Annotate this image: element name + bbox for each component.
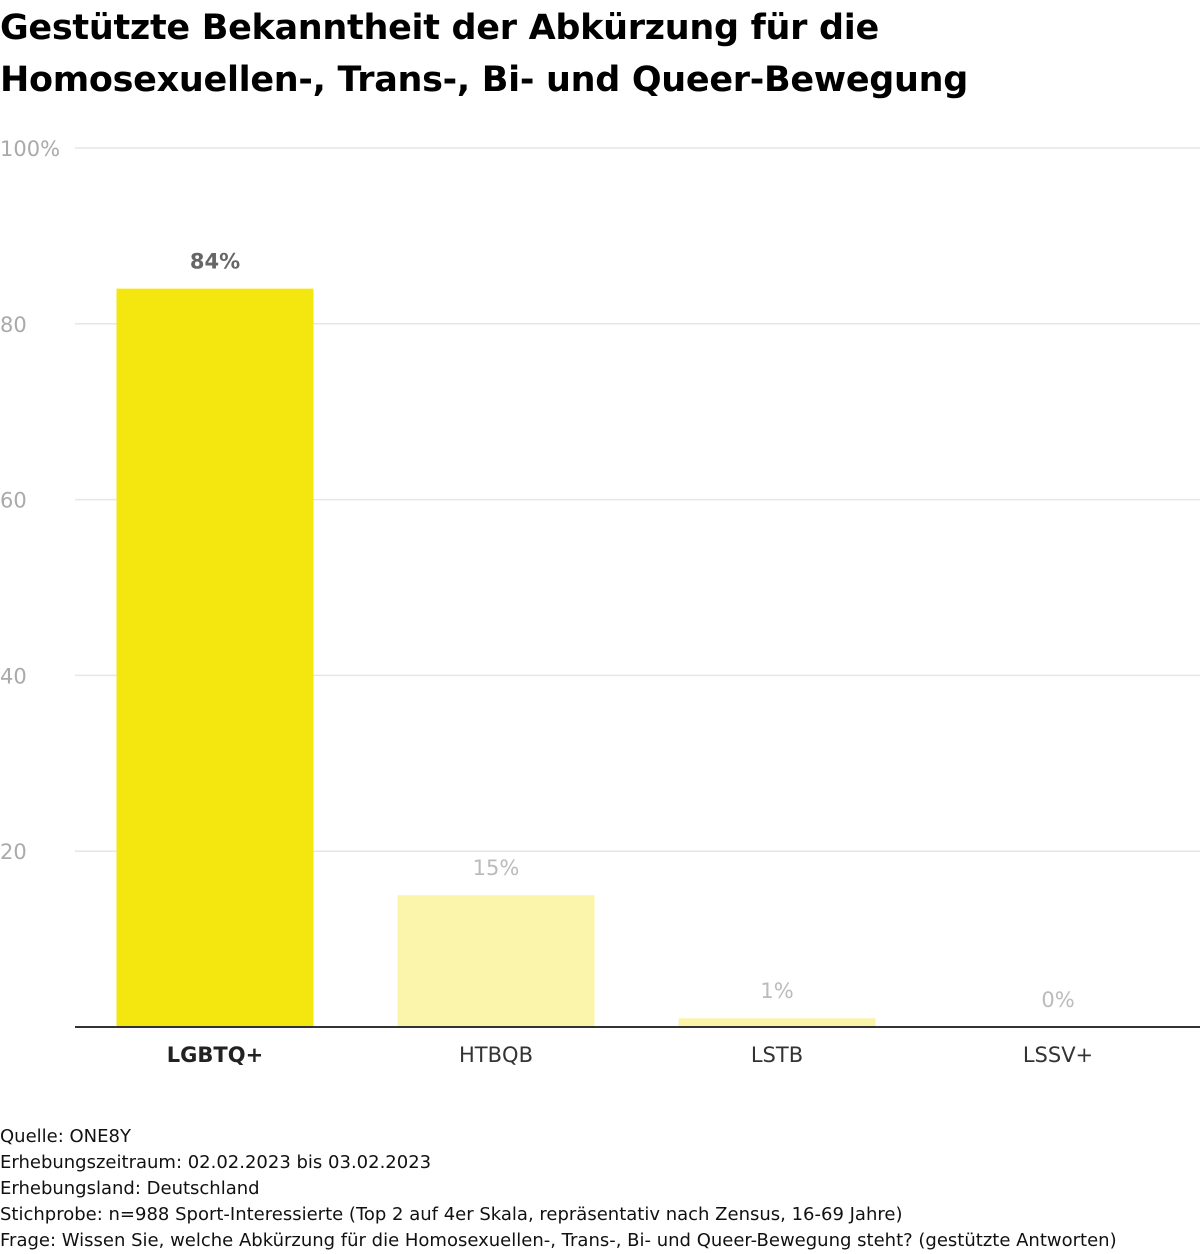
- y-axis-tick-labels: 20 40 60 80 100%: [0, 137, 60, 864]
- y-tick-label-40: 40: [0, 664, 27, 688]
- data-labels: 84% 15% 1% 0%: [190, 250, 1075, 1012]
- bars: [116, 288, 876, 1027]
- x-tick-label-htbqb: HTBQB: [459, 1043, 533, 1067]
- bar-lstb: [678, 1018, 876, 1027]
- data-label-lssv: 0%: [1041, 988, 1074, 1012]
- bar-htbqb: [397, 895, 595, 1027]
- y-tick-label-80: 80: [0, 313, 27, 337]
- footer-period: Erhebungszeitraum: 02.02.2023 bis 03.02.…: [0, 1152, 432, 1173]
- chart-footer: Quelle: ONE8Y Erhebungszeitraum: 02.02.2…: [0, 1124, 1195, 1254]
- footer-country: Erhebungsland: Deutschland: [0, 1178, 260, 1199]
- x-tick-label-lgbtq: LGBTQ+: [167, 1043, 263, 1067]
- data-label-htbqb: 15%: [473, 856, 520, 880]
- chart-title: Gestützte Bekanntheit der Abkürzung für …: [0, 2, 1190, 106]
- bar-lgbtq: [116, 288, 314, 1027]
- y-tick-label-100: 100%: [0, 137, 60, 161]
- footer-source: Quelle: ONE8Y: [0, 1126, 131, 1147]
- data-label-lstb: 1%: [760, 979, 793, 1003]
- x-tick-label-lstb: LSTB: [751, 1043, 803, 1067]
- y-tick-label-20: 20: [0, 840, 27, 864]
- y-tick-label-60: 60: [0, 489, 27, 513]
- data-label-lgbtq: 84%: [190, 250, 240, 274]
- chart-title-line-1: Gestützte Bekanntheit der Abkürzung für …: [0, 8, 879, 48]
- x-tick-label-lssv: LSSV+: [1023, 1043, 1093, 1067]
- footer-sample: Stichprobe: n=988 Sport-Interessierte (T…: [0, 1204, 903, 1225]
- footer-question: Frage: Wissen Sie, welche Abkürzung für …: [0, 1230, 1117, 1251]
- x-axis-category-labels: LGBTQ+ HTBQB LSTB LSSV+: [167, 1043, 1093, 1067]
- chart-title-line-2: Homosexuellen-, Trans-, Bi- und Queer-Be…: [0, 60, 968, 100]
